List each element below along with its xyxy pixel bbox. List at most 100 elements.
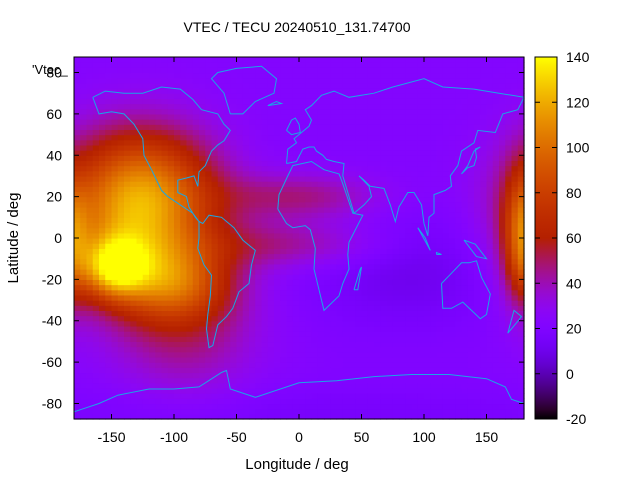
heatmap-cell — [386, 170, 394, 177]
heatmap-cell — [217, 57, 225, 63]
heatmap-cell — [361, 222, 369, 229]
heatmap-cell — [261, 206, 269, 213]
heatmap-cell — [336, 129, 344, 136]
heatmap-cell — [455, 98, 463, 105]
heatmap-cell — [411, 356, 419, 363]
heatmap-cell — [99, 212, 106, 218]
heatmap-cell — [274, 393, 281, 399]
heatmap-cell — [217, 124, 225, 130]
heatmap-cell — [492, 300, 500, 306]
heatmap-cell — [211, 294, 219, 301]
heatmap-cell — [317, 77, 325, 84]
heatmap-cell — [136, 129, 144, 136]
heatmap-cell — [355, 98, 363, 105]
heatmap-cell — [436, 62, 444, 68]
heatmap-cell — [305, 387, 313, 394]
heatmap-cell — [224, 315, 231, 322]
heatmap-cell — [480, 403, 488, 410]
heatmap-cell — [180, 217, 188, 224]
heatmap-cell — [299, 144, 306, 151]
heatmap-cell — [149, 160, 156, 167]
heatmap-cell — [317, 367, 325, 374]
heatmap-cell — [305, 191, 313, 198]
heatmap-cell — [249, 325, 256, 332]
heatmap-cell — [311, 196, 319, 203]
heatmap-cell — [399, 387, 406, 394]
heatmap-cell — [499, 346, 506, 353]
heatmap-cell — [255, 289, 263, 296]
heatmap-cell — [461, 331, 469, 337]
heatmap-cell — [105, 129, 113, 136]
heatmap-cell — [80, 98, 88, 105]
heatmap-cell — [511, 387, 519, 394]
heatmap-cell — [205, 232, 213, 239]
heatmap-cell — [505, 186, 513, 193]
heatmap-cell — [274, 243, 281, 249]
heatmap-cell — [136, 382, 144, 389]
heatmap-cell — [317, 248, 325, 255]
heatmap-cell — [86, 248, 94, 255]
heatmap-cell — [330, 206, 338, 213]
heatmap-cell — [355, 398, 363, 405]
heatmap-cell — [386, 150, 394, 156]
heatmap-cell — [230, 62, 238, 68]
heatmap-cell — [180, 170, 188, 177]
heatmap-cell — [330, 315, 338, 322]
heatmap-cell — [361, 206, 369, 213]
heatmap-cell — [74, 103, 81, 110]
heatmap-cell — [286, 103, 294, 110]
heatmap-cell — [192, 62, 200, 68]
heatmap-cell — [211, 382, 219, 389]
heatmap-cell — [492, 175, 500, 182]
heatmap-cell — [286, 181, 294, 187]
heatmap-cell — [286, 232, 294, 239]
heatmap-cell — [274, 320, 281, 327]
heatmap-cell — [392, 341, 400, 348]
heatmap-cell — [261, 284, 269, 291]
heatmap-cell — [392, 289, 400, 296]
heatmap-cell — [336, 227, 344, 234]
heatmap-cell — [430, 372, 438, 379]
heatmap-cell — [261, 82, 269, 89]
heatmap-cell — [249, 98, 256, 105]
heatmap-cell — [380, 108, 388, 115]
heatmap-cell — [242, 67, 250, 74]
heatmap-cell — [505, 331, 513, 337]
heatmap-cell — [224, 212, 231, 218]
heatmap-cell — [380, 274, 388, 280]
heatmap-cell — [286, 289, 294, 296]
heatmap-cell — [336, 356, 344, 363]
heatmap-cell — [155, 346, 163, 353]
heatmap-cell — [130, 72, 138, 79]
heatmap-cell — [149, 356, 156, 363]
heatmap-cell — [255, 139, 263, 146]
heatmap-cell — [86, 263, 94, 270]
heatmap-cell — [267, 232, 275, 239]
heatmap-cell — [474, 356, 481, 363]
heatmap-cell — [324, 325, 331, 332]
heatmap-cell — [380, 72, 388, 79]
heatmap-cell — [161, 325, 169, 332]
heatmap-cell — [174, 113, 181, 120]
heatmap-cell — [217, 88, 225, 94]
heatmap-cell — [124, 165, 131, 172]
heatmap-cell — [417, 351, 425, 358]
heatmap-cell — [386, 62, 394, 68]
heatmap-cell — [361, 336, 369, 343]
heatmap-cell — [280, 150, 288, 156]
heatmap-cell — [167, 258, 175, 265]
heatmap-cell — [149, 372, 156, 379]
heatmap-cell — [380, 248, 388, 255]
heatmap-cell — [480, 150, 488, 156]
heatmap-cell — [380, 408, 388, 415]
heatmap-cell — [261, 98, 269, 105]
heatmap-cell — [424, 315, 431, 322]
heatmap-cell — [92, 212, 100, 218]
heatmap-cell — [380, 331, 388, 337]
heatmap-cell — [474, 413, 481, 420]
heatmap-cell — [149, 144, 156, 151]
heatmap-cell — [392, 269, 400, 275]
heatmap-cell — [74, 222, 81, 229]
heatmap-cell — [436, 150, 444, 156]
heatmap-cell — [174, 124, 181, 130]
